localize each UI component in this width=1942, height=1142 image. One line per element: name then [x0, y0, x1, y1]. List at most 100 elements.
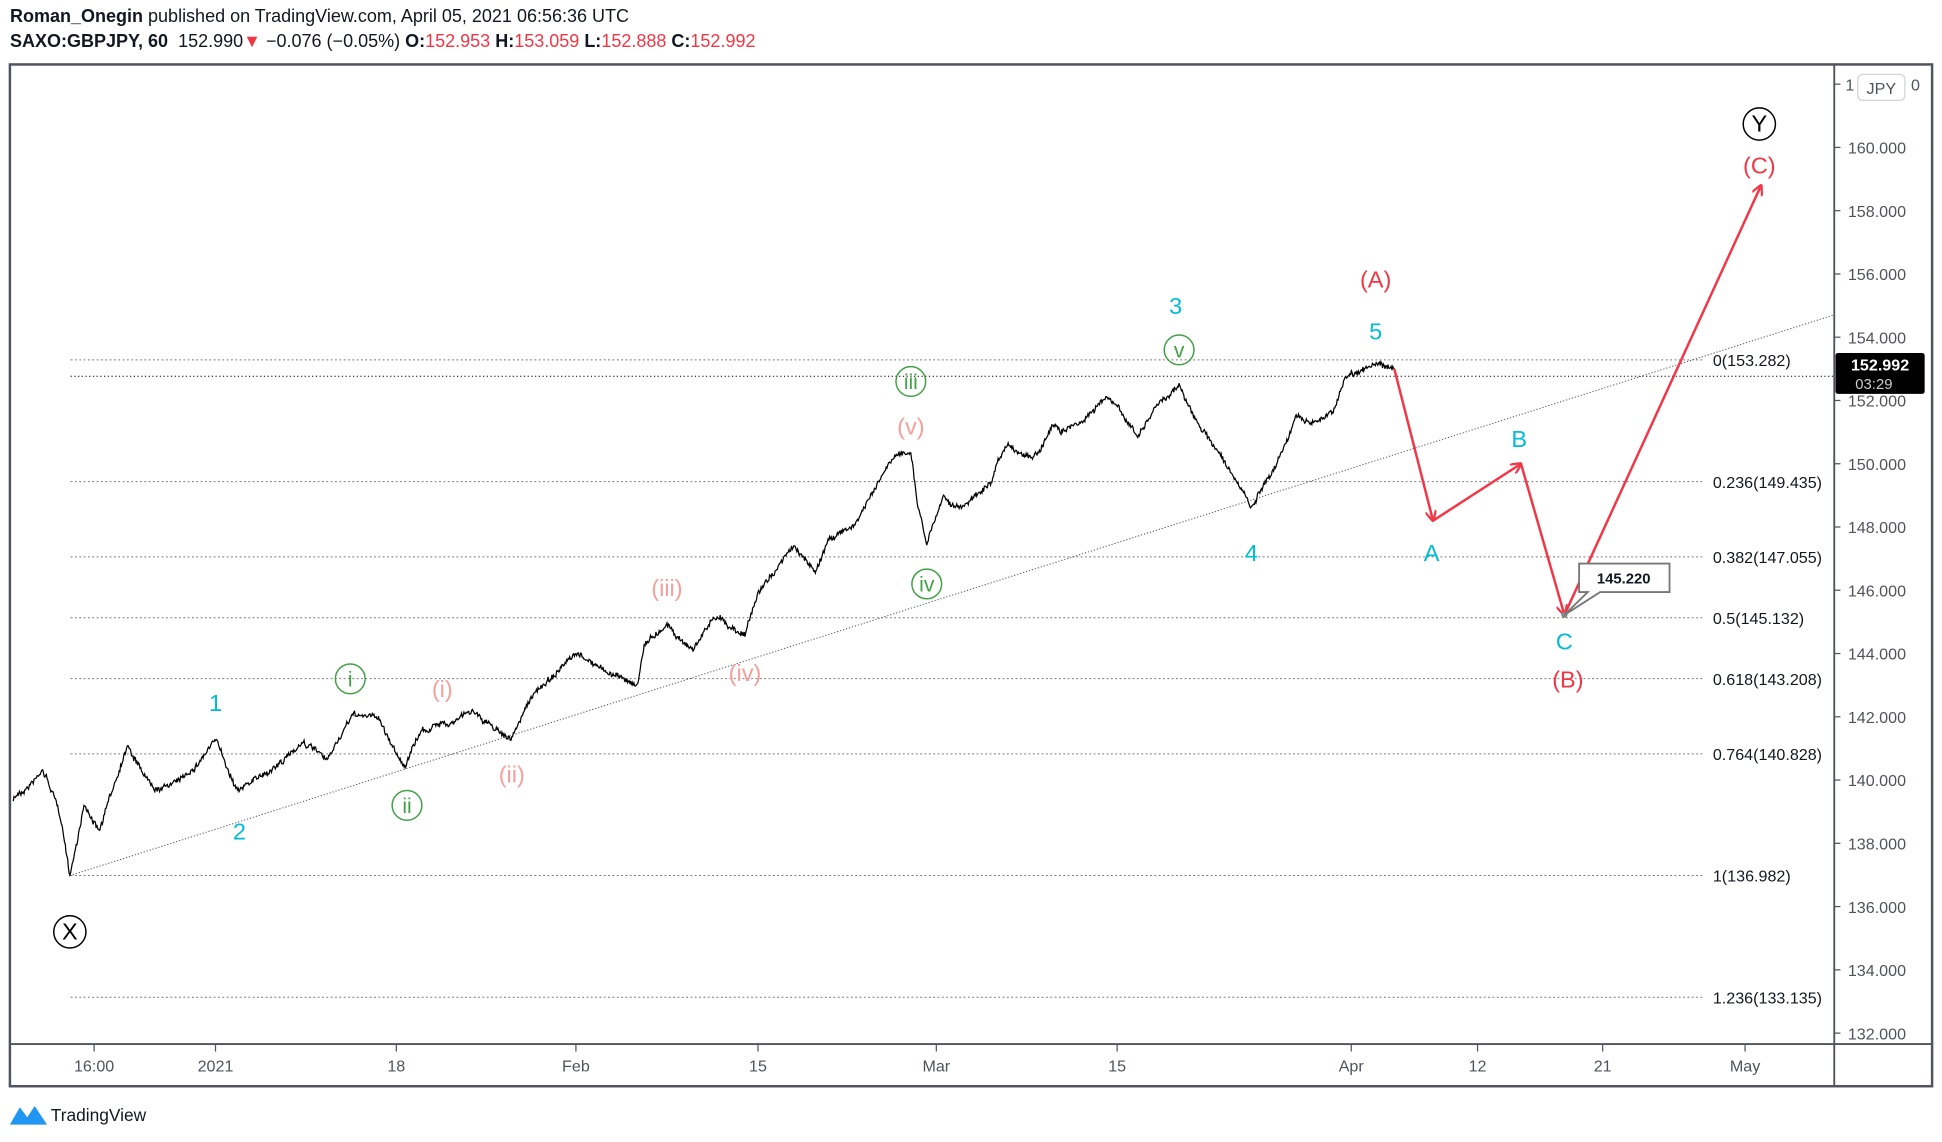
low-label: L:	[584, 31, 602, 51]
fib-level-label: 1(136.982)	[1713, 868, 1791, 886]
fib-level-label: 1.236(133.135)	[1713, 989, 1822, 1007]
fib-level-label: 0.618(143.208)	[1713, 671, 1822, 689]
wave-label: A	[1424, 540, 1440, 566]
symbol: SAXO:GBPJPY, 60	[10, 31, 169, 51]
wave-label: 1	[209, 690, 222, 716]
tradingview-logo-icon	[9, 1106, 48, 1125]
wave-label: (C)	[1743, 152, 1776, 178]
target-price-label: 145.220	[1597, 571, 1651, 587]
time-tick-label: 21	[1594, 1057, 1612, 1075]
fib-level-label: 0.764(140.828)	[1713, 746, 1822, 764]
wave-label-circle	[1163, 334, 1195, 366]
price-tick-label: 156.000	[1848, 266, 1906, 284]
fib-level-label: 0.236(149.435)	[1713, 474, 1822, 492]
tradingview-logo-text: TradingView	[51, 1105, 147, 1125]
time-tick-label: Apr	[1339, 1057, 1365, 1075]
wave-label: 3	[1169, 293, 1182, 319]
time-tick-label: 15	[749, 1057, 767, 1075]
time-tick-label: 18	[387, 1057, 405, 1075]
fib-level-label: 0(153.282)	[1713, 352, 1791, 370]
trendline-line[interactable]	[69, 314, 1834, 877]
wave-label: 5	[1369, 319, 1382, 345]
price-tick-label: 146.000	[1848, 582, 1906, 600]
wave-label: C	[1556, 629, 1573, 655]
price-tick-label: 152.000	[1848, 393, 1906, 411]
wave-label: X	[62, 918, 78, 944]
projection-arrow[interactable]	[1563, 185, 1761, 616]
wave-label-circle	[1742, 107, 1777, 141]
price-line	[12, 359, 1395, 878]
price-tick-label: 144.000	[1848, 646, 1906, 664]
price-tick-label: 160.000	[1848, 140, 1906, 158]
time-tick-label: May	[1730, 1057, 1761, 1075]
current-price-badge: 152.992 03:29	[1835, 353, 1925, 394]
price-tick-label: 150.000	[1848, 456, 1906, 474]
publish-info: Roman_Onegin published on TradingView.co…	[10, 6, 629, 27]
currency-button[interactable]: JPY	[1857, 73, 1906, 101]
wave-label: (i)	[432, 676, 453, 702]
price-tick-label-partial: 0	[1911, 76, 1920, 94]
wave-label: i	[348, 668, 353, 691]
projection-arrow[interactable]	[1432, 464, 1521, 522]
down-arrow-icon: ▼	[243, 31, 261, 51]
target-callout[interactable]	[1563, 562, 1671, 616]
tradingview-logo[interactable]: TradingView	[9, 1105, 147, 1125]
close-label: C:	[671, 31, 691, 51]
price-tick-label: 136.000	[1848, 899, 1906, 917]
price-tick-label: 134.000	[1848, 962, 1906, 980]
wave-label-circle	[53, 915, 87, 949]
time-tick-label: Feb	[562, 1057, 590, 1075]
author-name[interactable]: Roman_Onegin	[10, 6, 144, 26]
currency-label: JPY	[1867, 80, 1897, 98]
symbol-info: SAXO:GBPJPY, 60 152.990▼ −0.076 (−0.05%)…	[10, 31, 755, 52]
current-price-value: 152.992	[1851, 356, 1909, 374]
wave-label: iii	[904, 371, 918, 394]
close-value: 152.992	[690, 31, 756, 51]
wave-label-circle	[334, 663, 366, 695]
price-tick-label: 148.000	[1848, 519, 1906, 537]
price-tick-label-partial: 1	[1845, 76, 1854, 94]
wave-label: v	[1174, 339, 1185, 362]
open-value: 152.953	[425, 31, 491, 51]
bar-countdown: 03:29	[1855, 377, 1892, 393]
time-tick-label: 15	[1108, 1057, 1126, 1075]
fib-level-label: 0.382(147.055)	[1713, 549, 1822, 567]
price-tick-label: 158.000	[1848, 203, 1906, 221]
fib-retracement[interactable]: 0(153.282) 0.236(149.435) 0.382(147.055) 0.…	[70, 352, 1835, 1007]
publish-text: published on TradingView.com, April 05, …	[148, 6, 630, 26]
wave-label: (iii)	[651, 575, 682, 601]
wave-label: 2	[233, 818, 246, 844]
wave-labels: X12iii(i)(ii)(iii)(iv)(v)iiiiv3v4(A)5ABC…	[53, 107, 1777, 949]
time-tick-label: 16:00	[74, 1057, 114, 1075]
low-value: 152.888	[601, 31, 667, 51]
price-tick-label: 154.000	[1848, 329, 1906, 347]
projection-arrow[interactable]	[1393, 368, 1433, 521]
projection-path[interactable]: 145.220	[1393, 185, 1761, 619]
wave-label: (B)	[1552, 667, 1583, 693]
wave-label: Y	[1751, 110, 1767, 136]
last-price: 152.990	[178, 31, 244, 51]
price-series	[12, 359, 1395, 878]
wave-label: iv	[919, 573, 935, 596]
price-tick-label: 132.000	[1848, 1025, 1906, 1043]
high-value: 153.059	[514, 31, 580, 51]
wave-label: ii	[402, 795, 411, 818]
price-axis[interactable]: 132.000 134.000 136.000 138.000 140.000 142.0…	[1834, 76, 1920, 1043]
high-label: H:	[495, 31, 515, 51]
wave-label-circle	[391, 789, 423, 821]
fib-level-label: 0.5(145.132)	[1713, 610, 1804, 628]
price-tick-label: 140.000	[1848, 772, 1906, 790]
open-label: O:	[405, 31, 426, 51]
wave-label: (v)	[897, 413, 924, 439]
wave-label-circle	[911, 568, 943, 600]
projection-arrow[interactable]	[1519, 463, 1564, 615]
price-tick-label: 142.000	[1848, 709, 1906, 727]
time-axis[interactable]: 16:00 2021 18 Feb 15 Mar 15 Apr 12 21 May	[74, 1044, 1761, 1075]
time-tick-label: 2021	[198, 1057, 234, 1075]
trendline[interactable]	[69, 314, 1834, 877]
wave-label: (iv)	[729, 660, 762, 686]
price-change: −0.076 (−0.05%)	[266, 31, 401, 51]
wave-label: B	[1511, 426, 1527, 452]
time-tick-label: Mar	[922, 1057, 950, 1075]
